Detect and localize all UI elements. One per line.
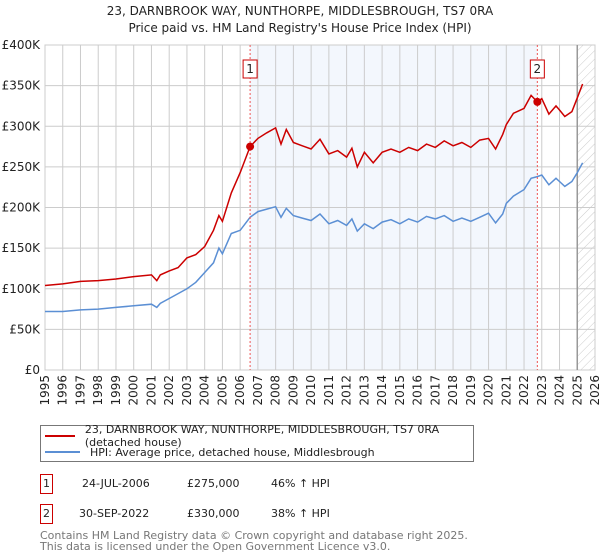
y-tick-label: £400K	[2, 38, 42, 52]
x-tick-label: 2017	[428, 375, 442, 406]
y-tick-label: £0	[25, 363, 40, 377]
table-row: 1 24-JUL-2006 £275,000 46% ↑ HPI	[40, 474, 540, 494]
series-line-price	[44, 83, 584, 287]
x-tick-label: 2001	[144, 375, 158, 406]
x-tick-label: 2009	[286, 375, 300, 406]
chart-subtitle: Price paid vs. HM Land Registry's House …	[128, 21, 472, 35]
x-tick-label: 2021	[499, 375, 513, 406]
y-tick-label: £350K	[2, 79, 42, 93]
sale-point	[246, 142, 255, 151]
x-tick-label: 2016	[411, 375, 425, 406]
plot-frame	[44, 44, 596, 371]
legend-swatch-hpi	[45, 451, 80, 453]
sale-point	[533, 97, 542, 106]
footer-line: Contains HM Land Registry data © Crown c…	[40, 529, 468, 542]
x-tick-label: 2012	[340, 375, 354, 406]
x-tick-label: 1998	[91, 375, 105, 406]
sale-price: £275,000	[187, 477, 240, 490]
x-tick-label: 2026	[588, 375, 600, 406]
y-tick-label: £300K	[2, 119, 42, 133]
x-tick-label: 2005	[215, 375, 229, 406]
y-tick-label: £150K	[2, 241, 42, 255]
x-tick-label: 1999	[109, 375, 123, 406]
sale-date: 24-JUL-2006	[82, 477, 150, 490]
footer: Contains HM Land Registry data © Crown c…	[40, 530, 468, 552]
sale-hpi: 38% ↑ HPI	[271, 507, 330, 520]
table-row: 2 30-SEP-2022 £330,000 38% ↑ HPI	[40, 504, 540, 524]
x-tick-label: 2019	[464, 375, 478, 406]
sale-hpi: 46% ↑ HPI	[271, 477, 330, 490]
sale-date: 30-SEP-2022	[79, 507, 150, 520]
legend-swatch-price	[45, 435, 75, 437]
x-tick-label: 1996	[56, 375, 70, 406]
footer-line: This data is licensed under the Open Gov…	[40, 540, 391, 553]
legend-label-price: 23, DARNBROOK WAY, NUNTHORPE, MIDDLESBRO…	[84, 423, 440, 449]
x-tick-label: 2024	[553, 375, 567, 406]
x-tick-label: 2008	[269, 375, 283, 406]
sale-marker-label: 2	[534, 62, 542, 76]
x-tick-label: 1997	[73, 375, 87, 406]
chart-title: 23, DARNBROOK WAY, NUNTHORPE, MIDDLESBRO…	[106, 4, 494, 18]
x-tick-label: 2020	[482, 375, 496, 406]
sale-badge: 1	[40, 474, 53, 494]
x-tick-label: 2011	[322, 375, 336, 406]
x-tick-label: 2010	[304, 375, 318, 406]
y-tick-label: £100K	[2, 282, 42, 296]
sale-marker-label: 1	[246, 62, 254, 76]
y-tick-label: £250K	[2, 160, 42, 174]
x-tick-label: 2013	[357, 375, 371, 406]
x-tick-label: 2014	[375, 375, 389, 406]
x-tick-label: 2004	[198, 375, 212, 406]
x-tick-label: 2002	[162, 375, 176, 406]
sale-price: £330,000	[187, 507, 240, 520]
series-line-hpi	[45, 162, 584, 313]
legend-label-hpi: HPI: Average price, detached house, Midd…	[90, 445, 375, 459]
x-tick-label: 2003	[180, 375, 194, 406]
y-tick-label: £200K	[2, 201, 42, 215]
sale-badge: 2	[40, 504, 53, 524]
sale-marker-box	[529, 59, 545, 79]
x-tick-label: 2022	[517, 375, 531, 406]
x-tick-label: 2006	[233, 375, 247, 406]
x-tick-label: 2018	[446, 375, 460, 406]
x-tick-label: 2025	[570, 375, 584, 406]
x-tick-label: 2023	[535, 375, 549, 406]
x-tick-label: 2000	[127, 375, 141, 406]
x-tick-label: 1995	[38, 375, 52, 406]
x-tick-label: 2007	[251, 375, 265, 406]
chart-legend: 23, DARNBROOK WAY, NUNTHORPE, MIDDLESBRO…	[40, 423, 474, 462]
x-tick-label: 2015	[393, 375, 407, 406]
y-tick-label: £50K	[9, 322, 41, 336]
sale-marker-box	[242, 59, 258, 79]
